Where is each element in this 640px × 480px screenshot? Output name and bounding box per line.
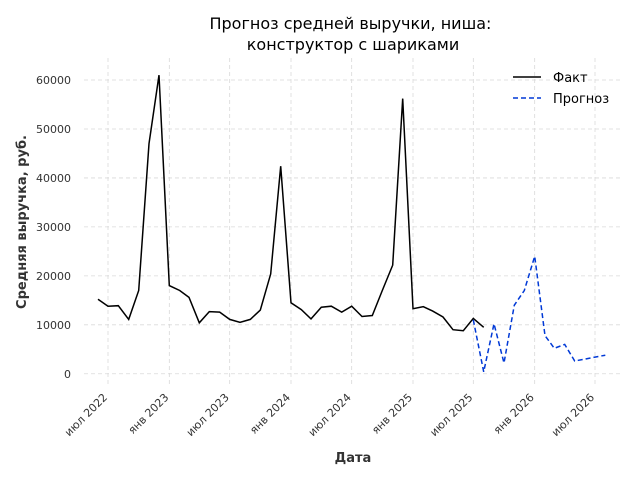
legend-label-forecast: Прогноз (553, 92, 609, 107)
y-tick-label: 0 (64, 368, 71, 381)
x-axis-label: Дата (335, 451, 372, 466)
x-tick-label: июл 2022 (62, 391, 110, 439)
chart-title-line-2: конструктор с шариками (247, 35, 460, 54)
x-ticks: июл 2022 янв 2023 июл 2023 янв 2024 июл 2024… (62, 391, 597, 439)
legend-label-fact: Факт (553, 71, 588, 86)
x-tick-label: янв 2024 (247, 391, 293, 437)
y-tick-label: 60000 (36, 74, 71, 87)
y-tick-label: 10000 (36, 319, 71, 332)
y-tick-label: 30000 (36, 221, 71, 234)
chart-title: Прогноз средней выручки, ниша: конструкт… (209, 14, 496, 54)
x-tick-label: июл 2026 (549, 391, 597, 439)
series-layer (97, 74, 606, 372)
y-tick-label: 20000 (36, 270, 71, 283)
x-tick-label: янв 2025 (369, 391, 415, 437)
y-ticks: 0 10000 20000 30000 40000 50000 60000 (36, 74, 71, 381)
y-tick-label: 50000 (36, 123, 71, 136)
x-tick-label: янв 2023 (126, 391, 172, 437)
series-line-forecast (472, 256, 606, 372)
y-tick-label: 40000 (36, 172, 71, 185)
series-line-fact (97, 74, 485, 332)
x-tick-label: июл 2023 (184, 391, 232, 439)
chart-title-line-1: Прогноз средней выручки, ниша: (209, 14, 491, 33)
x-tick-label: июл 2024 (306, 391, 354, 439)
legend: Факт Прогноз (513, 71, 609, 107)
grid (84, 58, 622, 386)
x-tick-label: янв 2026 (491, 391, 537, 437)
y-axis-label: Средняя выручка, руб. (15, 135, 30, 309)
x-tick-label: июл 2025 (427, 391, 475, 439)
